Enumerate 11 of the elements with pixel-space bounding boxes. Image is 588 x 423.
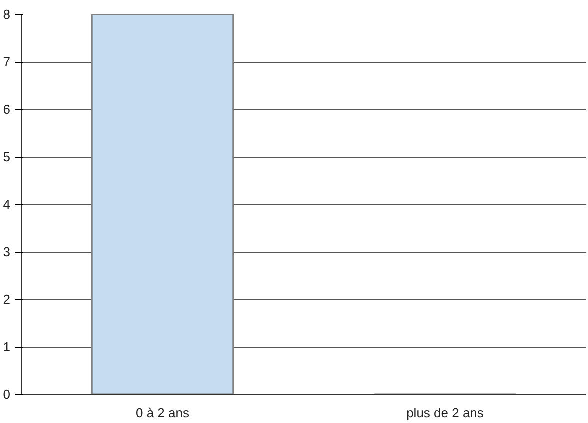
- y-tick-label: 6: [3, 102, 11, 117]
- y-tick-label: 1: [3, 340, 11, 354]
- y-tick-label: 0: [3, 387, 11, 402]
- y-tick-label: 2: [3, 292, 11, 307]
- y-tick-label: 7: [3, 54, 11, 70]
- y-tick-label: 3: [3, 244, 11, 260]
- y-tick-label: 4: [3, 197, 11, 212]
- x-tick-label: 0 à 2 ans: [136, 406, 190, 420]
- x-tick-label: plus de 2 ans: [406, 406, 484, 420]
- y-tick-label: 8: [3, 7, 11, 22]
- y-tick-label: 5: [3, 150, 11, 164]
